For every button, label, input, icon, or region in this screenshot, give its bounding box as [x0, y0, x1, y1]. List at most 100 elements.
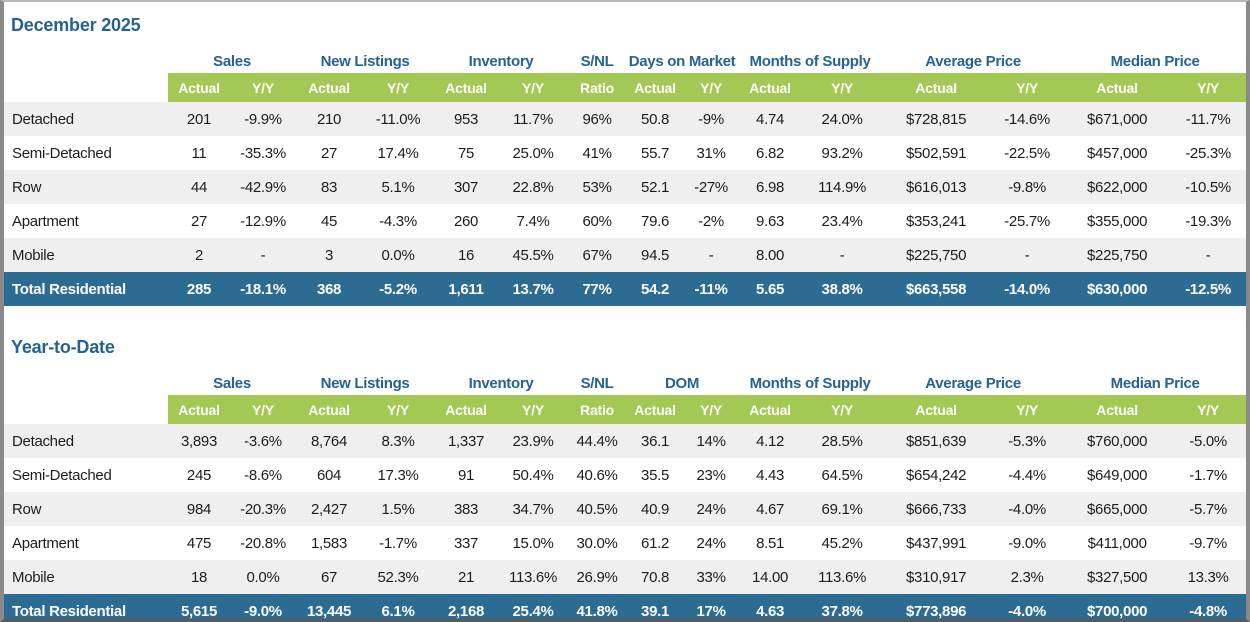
cell-value: -25.3%	[1185, 144, 1231, 162]
cell-value: 79.6	[641, 212, 670, 230]
cell-value: $671,000	[1086, 110, 1148, 128]
stats-table: Sales New Listings Inventory S/NL DOM Months …	[4, 366, 1246, 620]
table-row: Mobile 2 - 3 0.0% 16 45.5% 67% 94.5 - 8.00 - $225,75…	[4, 238, 1246, 272]
cell-value: -	[1024, 246, 1030, 264]
subheader-label: Actual	[738, 395, 803, 424]
cell-value: 14%	[696, 432, 726, 450]
cell-value: $649,000	[1087, 466, 1148, 484]
cell-value: 2,168	[448, 602, 485, 620]
row-label: Apartment	[12, 212, 79, 230]
cell-value: -25.7%	[1004, 212, 1050, 230]
cell-value: 91	[457, 466, 475, 484]
cell-value: -20.8%	[240, 534, 286, 552]
subheader-label: Y/Y	[990, 73, 1065, 102]
cell-value: 383	[453, 500, 479, 518]
cell-value: $457,000	[1086, 144, 1148, 162]
total-row: Total Residential 5,615 -9.0% 13,445 6.1% 2,1…	[4, 594, 1246, 620]
cell-value: 113.6%	[509, 568, 558, 586]
cell-value: -18.1%	[240, 280, 286, 298]
subheader-label: Actual	[1064, 73, 1171, 102]
subheader-label: Y/Y	[1170, 395, 1246, 424]
cell-value: 60%	[582, 212, 612, 230]
cell-value: -	[839, 246, 845, 264]
cell-value: 4.12	[756, 432, 785, 450]
row-label: Semi-Detached	[12, 144, 112, 162]
row-label: Detached	[12, 432, 74, 450]
cell-value: 11	[191, 144, 207, 162]
cell-value: 21	[457, 568, 475, 586]
subheader-label: Ratio	[568, 395, 627, 424]
subheader-label: Y/Y	[802, 395, 883, 424]
cell-value: 0.0%	[246, 568, 280, 586]
cell-value: $728,815	[905, 110, 967, 128]
cell-value: -12.5%	[1185, 280, 1231, 298]
cell-value: 24%	[696, 534, 726, 552]
cell-value: 44	[190, 178, 208, 196]
cell-value: 4.67	[756, 500, 785, 518]
cell-value: -14.0%	[1004, 280, 1050, 298]
subheader-label: Y/Y	[498, 395, 569, 424]
cell-value: -4.8%	[1189, 602, 1227, 620]
cell-value: 17.3%	[377, 466, 419, 484]
cell-value: 36.1	[641, 432, 670, 450]
cell-value: 4.74	[756, 110, 785, 128]
cell-value: 337	[453, 534, 479, 552]
cell-value: -5.2%	[379, 280, 417, 298]
column-group-label: Average Price	[925, 375, 1021, 392]
subheader-label: Actual	[626, 395, 685, 424]
cell-value: 0.0%	[381, 246, 415, 264]
cell-value: -5.0%	[1189, 432, 1227, 450]
cell-value: $353,241	[905, 212, 967, 230]
cell-value: 83	[320, 178, 338, 196]
cell-value: -9.9%	[244, 110, 282, 128]
cell-value: 8.3%	[381, 432, 415, 450]
cell-value: 75	[457, 144, 475, 162]
stats-table: Sales New Listings Inventory S/NL Days on Ma…	[4, 44, 1246, 306]
cell-value: 2	[194, 246, 204, 264]
cell-value: $630,000	[1086, 280, 1148, 298]
cell-value: 14.00	[752, 568, 789, 586]
cell-value: 41.8%	[576, 602, 618, 620]
cell-value: 1,583	[310, 534, 348, 552]
cell-value: 54.2	[641, 280, 670, 298]
cell-value: 40.6%	[576, 466, 618, 484]
cell-value: 113.6%	[818, 568, 867, 586]
cell-value: $654,242	[905, 466, 967, 484]
cell-value: -27%	[694, 178, 728, 196]
column-group-label: Sales	[213, 53, 251, 70]
cell-value: 6.82	[756, 144, 785, 162]
cell-value: 13,445	[306, 602, 352, 620]
cell-value: 55.7	[641, 144, 670, 162]
cell-value: 15.0%	[512, 534, 554, 552]
table-row: Semi-Detached 11 -35.3% 27 17.4% 75 25.0% 41% 55…	[4, 136, 1246, 170]
cell-value: $622,000	[1086, 178, 1148, 196]
subheader-label: Actual	[738, 73, 803, 102]
cell-value: 1,337	[448, 432, 485, 450]
row-label: Mobile	[12, 246, 55, 264]
cell-value: -2%	[698, 212, 724, 230]
cell-value: -9.7%	[1189, 534, 1227, 552]
cell-value: 9.63	[756, 212, 785, 230]
subheader-label: Actual	[168, 73, 230, 102]
subheader-label: Actual	[626, 73, 685, 102]
cell-value: 13.7%	[512, 280, 554, 298]
cell-value: 245	[186, 466, 212, 484]
cell-value: -11.0%	[375, 110, 421, 128]
cell-value: 984	[186, 500, 212, 518]
cell-value: $773,896	[905, 602, 967, 620]
cell-value: -11.7%	[1185, 110, 1231, 128]
table-row: Detached 201 -9.9% 210 -11.0% 953 11.7% 96% 50.8…	[4, 102, 1246, 136]
cell-value: 33%	[696, 568, 726, 586]
cell-value: -4.0%	[1008, 500, 1046, 518]
table-row: Semi-Detached 245 -8.6% 604 17.3% 91 50.4% 40.6…	[4, 458, 1246, 492]
column-group-label: S/NL	[580, 53, 614, 70]
subheader-label: Actual	[168, 395, 230, 424]
cell-value: 44.4%	[576, 432, 618, 450]
subheader-label: Y/Y	[362, 73, 435, 102]
cell-value: 94.5	[641, 246, 670, 264]
row-label: Semi-Detached	[12, 466, 112, 484]
cell-value: 475	[186, 534, 212, 552]
cell-value: -19.3%	[1185, 212, 1231, 230]
cell-value: 34.7%	[512, 500, 554, 518]
